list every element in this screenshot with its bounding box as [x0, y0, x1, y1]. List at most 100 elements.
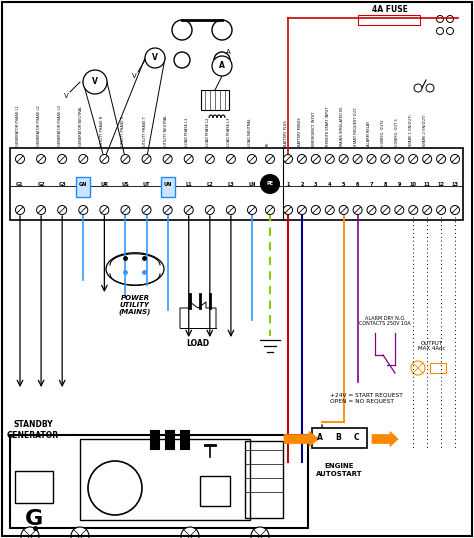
Circle shape: [297, 154, 306, 164]
Circle shape: [145, 48, 165, 68]
Circle shape: [423, 206, 432, 215]
Bar: [151, 431, 159, 449]
Circle shape: [297, 206, 306, 215]
Circle shape: [437, 206, 446, 215]
Text: LOAD NEUTRAL: LOAD NEUTRAL: [248, 118, 252, 146]
Circle shape: [184, 154, 193, 164]
Text: UN: UN: [164, 181, 172, 187]
FancyArrow shape: [372, 431, 398, 447]
Circle shape: [71, 527, 89, 538]
Text: CONFIG. OUT2: CONFIG. OUT2: [382, 119, 385, 146]
Circle shape: [212, 20, 232, 40]
Circle shape: [381, 154, 390, 164]
Text: ENGINE
AUTOSTART: ENGINE AUTOSTART: [316, 464, 362, 477]
Text: G3: G3: [58, 181, 66, 187]
Circle shape: [283, 206, 292, 215]
Text: A: A: [219, 61, 225, 70]
Circle shape: [423, 154, 432, 164]
Text: GN: GN: [79, 181, 88, 187]
Circle shape: [247, 206, 256, 215]
Text: SPARE 1 (IN/OUT): SPARE 1 (IN/OUT): [409, 115, 413, 146]
Circle shape: [311, 154, 320, 164]
Circle shape: [100, 154, 109, 164]
Bar: [430, 363, 446, 373]
Circle shape: [172, 20, 192, 40]
Text: SPARE 2 (IN/OUT): SPARE 2 (IN/OUT): [423, 115, 427, 146]
Circle shape: [174, 52, 190, 68]
Circle shape: [367, 206, 376, 215]
Circle shape: [214, 52, 230, 68]
Circle shape: [409, 154, 418, 164]
FancyArrow shape: [284, 431, 319, 447]
Circle shape: [88, 461, 142, 515]
Circle shape: [437, 154, 446, 164]
Text: G1: G1: [16, 181, 24, 187]
Text: 9: 9: [398, 181, 401, 187]
Bar: [166, 431, 174, 449]
Circle shape: [437, 27, 444, 34]
Text: 6: 6: [356, 181, 359, 187]
Circle shape: [325, 206, 334, 215]
Circle shape: [142, 206, 151, 215]
Text: V: V: [152, 53, 158, 62]
Circle shape: [142, 154, 151, 164]
Circle shape: [437, 16, 444, 23]
Text: +24V = START REQUEST
OPEN = NO REQUEST: +24V = START REQUEST OPEN = NO REQUEST: [330, 393, 403, 404]
Bar: [201, 90, 229, 110]
Text: PE: PE: [266, 141, 270, 146]
Text: STANDBY
GENERATOR: STANDBY GENERATOR: [7, 420, 59, 440]
Circle shape: [265, 206, 274, 215]
Circle shape: [447, 27, 454, 34]
Text: REMOTE START INPUT: REMOTE START INPUT: [326, 107, 330, 146]
Circle shape: [205, 206, 214, 215]
Circle shape: [227, 154, 236, 164]
Circle shape: [121, 206, 130, 215]
Text: UR: UR: [100, 181, 109, 187]
Text: ALARM RELAY: ALARM RELAY: [367, 121, 372, 146]
Text: GENERATOR NEUTRAL: GENERATOR NEUTRAL: [79, 106, 83, 146]
Text: A: A: [226, 49, 230, 55]
Bar: [161, 177, 174, 197]
Circle shape: [36, 154, 46, 164]
Text: G2: G2: [37, 181, 45, 187]
Circle shape: [58, 206, 67, 215]
Text: 4A FUSE: 4A FUSE: [372, 5, 408, 15]
Bar: [312, 428, 367, 448]
Circle shape: [16, 154, 25, 164]
Circle shape: [58, 154, 67, 164]
Text: 12: 12: [438, 181, 445, 187]
Text: 8: 8: [384, 181, 387, 187]
Bar: [245, 441, 283, 518]
Circle shape: [395, 206, 404, 215]
Text: ALARM DRY N.O.
CONTACTS 250V 10A: ALARM DRY N.O. CONTACTS 250V 10A: [359, 316, 411, 327]
Text: LOAD PHASE L3: LOAD PHASE L3: [227, 118, 231, 146]
Circle shape: [184, 206, 193, 215]
Circle shape: [311, 206, 320, 215]
Text: GENERATOR PHASE L2: GENERATOR PHASE L2: [37, 105, 41, 146]
Text: V: V: [132, 73, 137, 79]
Circle shape: [411, 361, 425, 375]
Circle shape: [381, 206, 390, 215]
Circle shape: [426, 84, 434, 92]
Circle shape: [247, 154, 256, 164]
Text: 7: 7: [370, 181, 373, 187]
Text: B: B: [335, 434, 341, 442]
Circle shape: [121, 154, 130, 164]
Circle shape: [353, 154, 362, 164]
Circle shape: [79, 206, 88, 215]
Circle shape: [83, 70, 107, 94]
Circle shape: [450, 154, 459, 164]
Text: 13: 13: [452, 181, 458, 187]
Text: GENERATOR PHASE L1: GENERATOR PHASE L1: [16, 105, 20, 146]
Circle shape: [163, 154, 172, 164]
Circle shape: [409, 206, 418, 215]
Circle shape: [353, 206, 362, 215]
Circle shape: [16, 206, 25, 215]
Text: LOAD: LOAD: [186, 338, 210, 348]
Text: 5: 5: [342, 181, 346, 187]
Text: C: C: [353, 434, 359, 442]
Circle shape: [100, 206, 109, 215]
Text: 10: 10: [410, 181, 417, 187]
Text: START REQUEST OUT.: START REQUEST OUT.: [354, 107, 357, 146]
Text: L1: L1: [185, 181, 192, 187]
